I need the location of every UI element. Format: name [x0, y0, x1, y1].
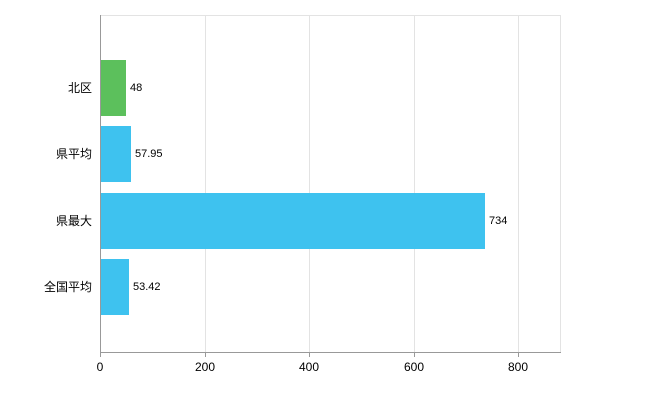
bar[interactable] [101, 60, 126, 116]
y-axis-line [100, 15, 101, 353]
plot-right-border [560, 15, 561, 352]
x-axis-tick [414, 352, 415, 357]
category-label: 全国平均 [43, 280, 92, 294]
x-tick-label: 800 [507, 360, 529, 374]
x-axis-tick [100, 352, 101, 357]
bar[interactable] [101, 193, 485, 249]
category-label: 北区 [67, 81, 92, 95]
bar[interactable] [101, 259, 129, 315]
x-axis-tick [518, 352, 519, 357]
x-tick-label: 400 [298, 360, 320, 374]
plot-top-border [100, 15, 560, 16]
bar-value-label: 48 [130, 82, 143, 94]
bar-value-label: 734 [489, 215, 508, 227]
bar-value-label: 53.42 [133, 281, 161, 293]
gridline [414, 15, 415, 352]
x-axis-line [100, 352, 561, 353]
gridline [309, 15, 310, 352]
x-tick-label: 600 [403, 360, 425, 374]
gridline [518, 15, 519, 352]
bar[interactable] [101, 126, 131, 182]
x-tick-label: 0 [96, 360, 104, 374]
bar-value-label: 57.95 [135, 148, 163, 160]
x-tick-label: 200 [194, 360, 216, 374]
category-label: 県平均 [55, 147, 92, 161]
gridline [205, 15, 206, 352]
x-axis-tick [309, 352, 310, 357]
x-axis-tick [205, 352, 206, 357]
category-label: 県最大 [55, 214, 92, 228]
